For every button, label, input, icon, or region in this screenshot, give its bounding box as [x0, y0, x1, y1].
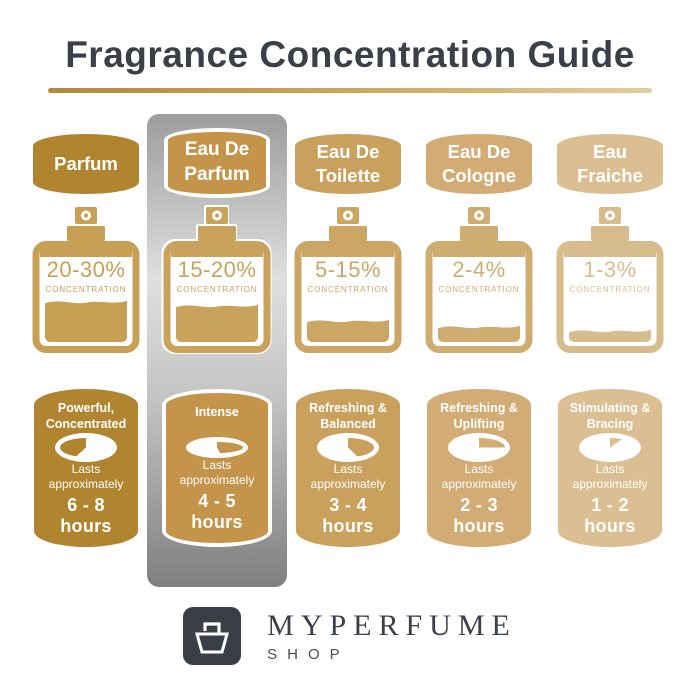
card-bottom: Lasts approximately 6 - 8 hours [39, 462, 133, 537]
column-parfum: Parfum 20-30% CONCENTRATION Powerful, Co… [21, 114, 151, 587]
perfume-bottle-icon [183, 606, 242, 665]
column-eau-de-toilette: Eau De Toilette 5-15% CONCENTRATION Refr… [283, 114, 413, 587]
page-title: Fragrance Concentration Guide [65, 34, 635, 75]
duration-value: 4 - 5 hours [191, 490, 243, 532]
concentration-caption: CONCENTRATION [569, 284, 651, 294]
category-label: Eau De Parfum [164, 127, 270, 198]
perfume-bottle: 1-3% CONCENTRATION [555, 206, 665, 353]
category-label: Parfum [33, 133, 139, 194]
clock-pie-icon [317, 432, 379, 462]
liquid-wave-icon [176, 304, 258, 311]
liquid-fill [307, 319, 389, 342]
lasts-caption: Lasts approximately [179, 457, 255, 488]
concentration-value: 20-30% [46, 256, 126, 282]
concentration-caption: CONCENTRATION [438, 284, 520, 294]
card-description: Intense [195, 404, 239, 419]
column-eau-de-cologne: Eau De Cologne 2-4% CONCENTRATION Refres… [414, 114, 544, 587]
duration-value: 6 - 8 hours [60, 494, 112, 536]
brand-text-block: MYPERFUME SHOP [267, 609, 517, 663]
card-bottom: Lasts approximately 1 - 2 hours [563, 462, 657, 537]
liquid-wave-icon [307, 319, 389, 326]
liquid-fill [569, 329, 651, 342]
liquid-wave-icon [569, 329, 651, 336]
concentration-value: 15-20% [177, 256, 257, 282]
card-description: Stimulating & Bracing [569, 400, 651, 431]
lasts-caption: Lasts approximately [310, 461, 386, 492]
duration-card: Refreshing & Uplifting Lasts approximate… [427, 388, 531, 547]
card-description: Refreshing & Balanced [309, 400, 387, 431]
clock-pie-icon [186, 436, 248, 458]
concentration-caption: CONCENTRATION [307, 284, 389, 294]
perfume-bottle: 15-20% CONCENTRATION [162, 206, 272, 353]
card-description: Powerful, Concentrated [45, 400, 127, 431]
category-label: Eau De Toilette [295, 133, 401, 194]
brand-name: MYPERFUME [267, 608, 517, 642]
spray-nozzle-icon [425, 206, 533, 353]
duration-card: Refreshing & Balanced Lasts approximatel… [296, 388, 400, 547]
card-bottom: Lasts approximately 4 - 5 hours [171, 458, 263, 533]
liquid-wave-icon [438, 325, 520, 332]
guide-board: Parfum 20-30% CONCENTRATION Powerful, Co… [0, 93, 700, 597]
clock-pie-icon [55, 432, 117, 462]
liquid-fill [176, 304, 258, 342]
concentration-caption: CONCENTRATION [176, 284, 258, 294]
duration-card: Intense Lasts approximately 4 - 5 hours [162, 388, 272, 547]
clock-pie-icon [579, 432, 641, 462]
brand-footer: MYPERFUME SHOP [0, 606, 700, 665]
concentration-caption: CONCENTRATION [45, 284, 127, 294]
title-underline [48, 87, 652, 93]
concentration-value: 2-4% [452, 256, 506, 282]
lasts-caption: Lasts approximately [48, 461, 124, 492]
clock-pie-icon [448, 432, 510, 462]
concentration-value: 1-3% [583, 256, 637, 282]
card-description: Refreshing & Uplifting [440, 400, 518, 431]
duration-card: Stimulating & Bracing Lasts approximatel… [558, 388, 662, 547]
liquid-wave-icon [45, 300, 127, 307]
category-label: Eau De Cologne [426, 133, 532, 194]
lasts-caption: Lasts approximately [441, 461, 517, 492]
column-eau-fraiche: Eau Fraiche 1-3% CONCENTRATION Stimulati… [545, 114, 675, 587]
duration-value: 1 - 2 hours [584, 494, 636, 536]
lasts-caption: Lasts approximately [572, 461, 648, 492]
category-label: Eau Fraiche [557, 133, 663, 194]
column-eau-de-parfum: Eau De Parfum 15-20% CONCENTRATION Inten… [152, 114, 282, 587]
liquid-fill [45, 300, 127, 342]
concentration-value: 5-15% [314, 256, 382, 282]
card-bottom: Lasts approximately 2 - 3 hours [432, 462, 526, 537]
brand-subtitle: SHOP [267, 645, 350, 663]
perfume-bottle: 20-30% CONCENTRATION [31, 206, 141, 353]
duration-card: Powerful, Concentrated Lasts approximate… [34, 388, 138, 547]
card-bottom: Lasts approximately 3 - 4 hours [301, 462, 395, 537]
duration-value: 3 - 4 hours [322, 494, 374, 536]
duration-value: 2 - 3 hours [453, 494, 505, 536]
perfume-bottle: 2-4% CONCENTRATION [424, 206, 534, 353]
perfume-bottle: 5-15% CONCENTRATION [293, 206, 403, 353]
spray-nozzle-icon [556, 206, 664, 353]
liquid-fill [438, 325, 520, 342]
